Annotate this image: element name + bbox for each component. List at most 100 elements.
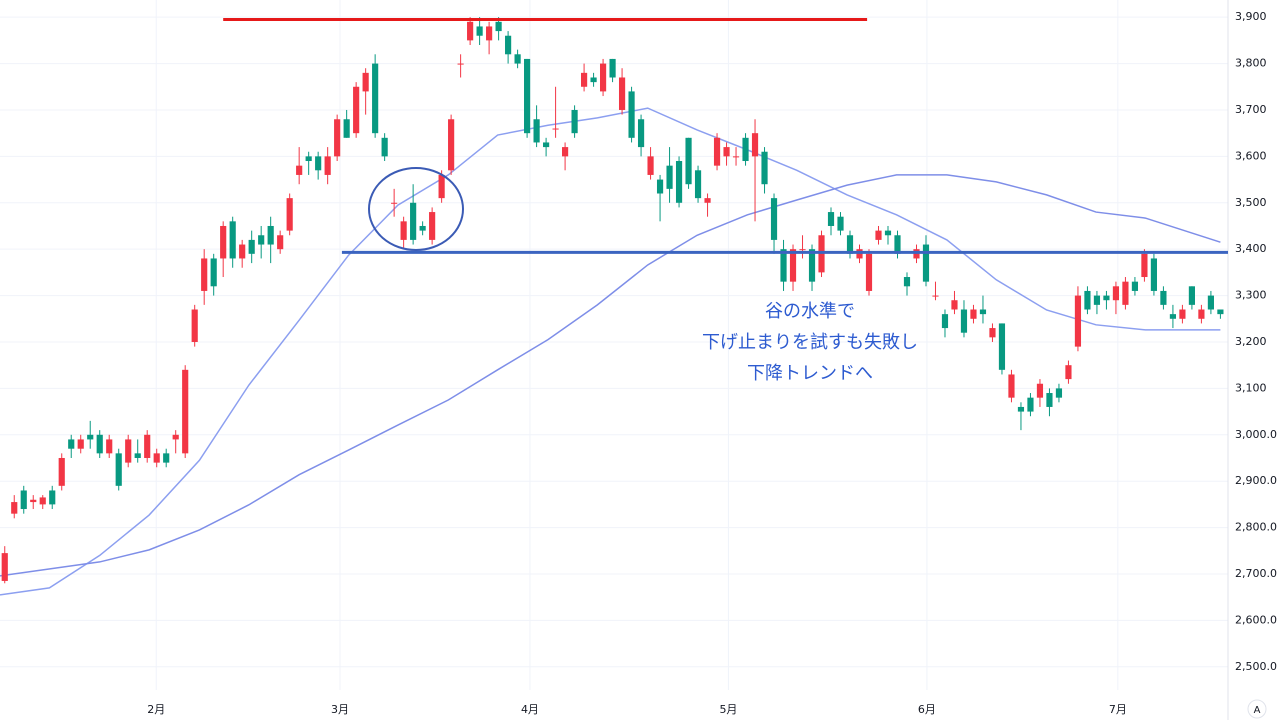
candle-body <box>201 258 208 291</box>
candle-body <box>723 147 730 157</box>
candle-body <box>315 156 322 171</box>
candle-body <box>1150 258 1158 291</box>
candle-body <box>68 439 75 449</box>
candle-body <box>533 119 540 143</box>
candle-body <box>229 221 236 259</box>
candle-body <box>941 314 949 329</box>
candle-body <box>1122 281 1129 305</box>
candle-body <box>296 165 303 175</box>
candle-body <box>713 137 721 166</box>
annotation: 下降トレンドへ <box>747 363 873 384</box>
candle-body <box>106 439 113 454</box>
candle-body <box>761 151 768 185</box>
candle-body <box>400 221 407 240</box>
candle-body <box>827 212 835 226</box>
candle-body <box>903 277 911 287</box>
candle-body <box>1112 286 1120 301</box>
candle-body <box>191 309 198 342</box>
candle-body <box>599 63 607 92</box>
candle-body <box>20 490 27 510</box>
candle-body <box>419 225 426 231</box>
y-tick-label: 3,000.0 <box>1235 428 1277 441</box>
y-tick-label: 3,100 <box>1235 381 1267 394</box>
candle-body <box>770 198 778 240</box>
candle-body <box>1131 281 1139 291</box>
y-tick-label: 3,900 <box>1235 10 1267 23</box>
candle-body <box>286 198 293 231</box>
candle-body <box>656 179 664 194</box>
y-tick-label: 3,200 <box>1235 335 1267 348</box>
candle-body <box>637 119 645 148</box>
candle-body <box>1141 253 1148 278</box>
candle-body <box>628 91 635 138</box>
candle-body <box>618 77 626 110</box>
candle-body <box>220 225 227 259</box>
plot-area <box>0 17 1224 596</box>
candle-body <box>467 21 474 41</box>
candle-body <box>1 553 8 581</box>
candle-body <box>1188 286 1195 305</box>
candle-body <box>144 434 151 458</box>
candle-body <box>571 109 578 134</box>
candle-body <box>884 230 892 236</box>
candle-body <box>381 137 388 157</box>
candle-body <box>343 119 350 138</box>
candle-body <box>732 156 740 158</box>
candle-body <box>1027 397 1034 412</box>
candle-body <box>486 26 493 41</box>
x-tick-label: 4月 <box>521 703 539 716</box>
y-tick-label: 2,500.0 <box>1235 660 1277 673</box>
candle-body <box>49 490 56 505</box>
y-tick-label: 3,300 <box>1235 289 1267 302</box>
highlight-circle <box>368 167 464 251</box>
candle-body <box>324 156 331 175</box>
x-tick-label: 2月 <box>147 703 165 716</box>
y-tick-label: 2,700.0 <box>1235 567 1277 580</box>
candle-body <box>258 235 265 245</box>
candle-body <box>647 156 654 175</box>
candle-body <box>1065 365 1072 380</box>
candle-body <box>562 147 569 157</box>
candle-body <box>448 119 455 171</box>
candle-body <box>1074 295 1082 347</box>
x-tick-label: 5月 <box>719 703 737 716</box>
candle-body <box>115 453 122 486</box>
moving-average-line <box>0 107 1221 596</box>
candle-body <box>543 142 550 148</box>
x-tick-label: 6月 <box>918 703 936 716</box>
candle-body <box>1017 406 1025 412</box>
candle-body <box>353 86 360 134</box>
candle-body <box>514 54 521 64</box>
candle-body <box>134 453 141 458</box>
candle-body <box>666 165 673 189</box>
candle-body <box>837 216 844 231</box>
candle-body <box>552 128 559 130</box>
y-tick-label: 3,500 <box>1235 196 1267 209</box>
candle-body <box>590 77 597 83</box>
candle-body <box>39 497 46 505</box>
candle-body <box>780 249 787 282</box>
candle-body <box>1093 295 1101 305</box>
auto-scale-button[interactable] <box>1247 699 1267 719</box>
candle-body <box>1207 295 1214 310</box>
candle-body <box>1046 393 1053 407</box>
candle-body <box>163 453 170 463</box>
y-tick-label: 3,700 <box>1235 103 1267 116</box>
candle-body <box>362 72 369 92</box>
candle-body <box>210 258 217 287</box>
candle-body <box>998 323 1006 370</box>
candle-body <box>580 72 588 87</box>
candle-body <box>894 235 901 254</box>
annotation: 谷の水準で <box>765 301 855 322</box>
candle-body <box>1179 309 1186 319</box>
candle-body <box>267 225 274 245</box>
candle-body <box>495 21 502 32</box>
candle-body <box>685 137 692 185</box>
candle-body <box>429 212 436 240</box>
candle-body <box>1055 388 1063 398</box>
candle-body <box>970 309 977 319</box>
auto-scale-label[interactable]: A <box>1254 705 1261 716</box>
y-tick-label: 3,400 <box>1235 242 1267 255</box>
candle-body <box>125 439 132 463</box>
y-tick-label: 2,800.0 <box>1235 521 1277 534</box>
